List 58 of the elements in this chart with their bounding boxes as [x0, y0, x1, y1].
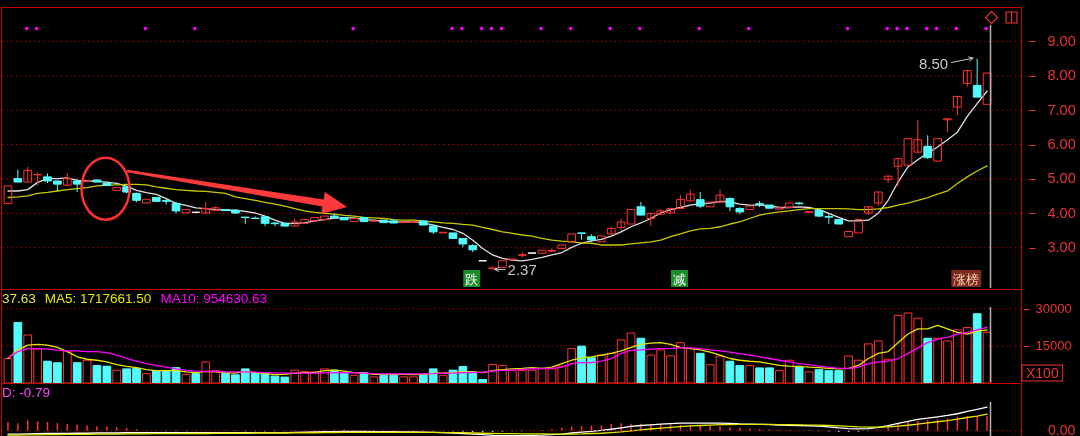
y-tick-label: 5.00	[1047, 170, 1076, 187]
candlestick	[933, 138, 942, 162]
candlestick	[349, 218, 359, 223]
bar	[923, 337, 933, 384]
candlestick	[923, 134, 933, 160]
bar	[3, 358, 13, 384]
candlestick	[3, 185, 13, 204]
candlestick	[438, 231, 448, 234]
bar	[112, 369, 122, 384]
bar	[804, 371, 814, 384]
candlestick	[567, 233, 577, 243]
candlestick	[181, 209, 191, 214]
y-tick-label: 4.00	[1047, 204, 1076, 221]
y-tick-label: 3.00	[1047, 239, 1076, 256]
y-tick-label: 30000	[1035, 301, 1072, 317]
bar	[794, 365, 804, 384]
text: MA10: 954630.63	[160, 290, 267, 306]
candlestick	[972, 58, 982, 98]
line-series	[7, 90, 988, 262]
bar	[982, 331, 992, 384]
bar	[191, 373, 201, 384]
candlestick	[745, 205, 755, 211]
bar	[181, 373, 191, 384]
annotation: 37.63	[2, 290, 36, 306]
candlestick	[507, 258, 517, 261]
bar	[369, 376, 379, 384]
bar	[72, 362, 82, 384]
y-tick-label: 15000	[1035, 338, 1072, 354]
bar	[972, 313, 982, 384]
candlestick	[359, 216, 369, 223]
candlestick	[142, 198, 151, 204]
line-series	[7, 165, 988, 246]
bar	[13, 321, 23, 384]
candlestick	[498, 260, 507, 268]
y-tick-label: 6.00	[1047, 136, 1076, 153]
y-tick-label: 8.00	[1047, 67, 1076, 84]
y-tick-label: 9.00	[1047, 32, 1076, 49]
annotation: 2.37	[507, 260, 537, 278]
candlestick	[982, 72, 992, 105]
y-tick-label: 7.00	[1047, 101, 1076, 118]
candlestick	[112, 187, 122, 191]
bar	[349, 374, 359, 384]
bar	[745, 364, 755, 384]
text: D: -0.79	[2, 384, 51, 400]
candlestick	[834, 219, 844, 225]
bar	[695, 352, 705, 384]
annotation: 8.50	[918, 55, 949, 73]
candlestick	[557, 244, 567, 249]
y-axis-title: X100	[1026, 365, 1059, 381]
bar	[636, 337, 646, 384]
bar	[82, 359, 92, 384]
candlestick	[596, 235, 606, 243]
text: 0.00	[1048, 421, 1076, 436]
candlestick	[953, 95, 962, 116]
bar	[438, 374, 448, 384]
bar	[142, 373, 151, 384]
bar	[62, 350, 72, 384]
text: MA5: 1717661.50	[44, 290, 152, 306]
